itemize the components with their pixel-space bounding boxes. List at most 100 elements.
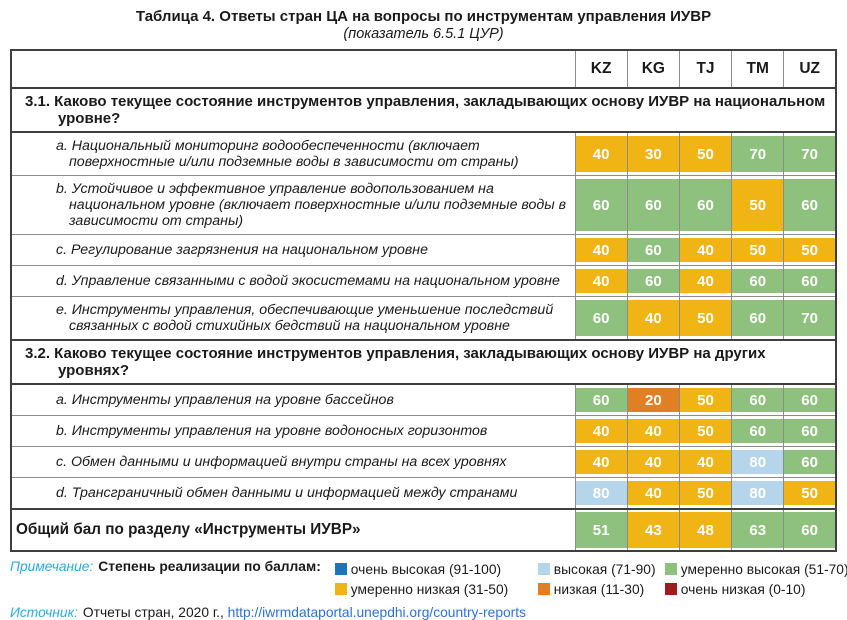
total-score-value: 60 xyxy=(784,512,835,548)
source-line: Источник: Отчеты стран, 2020 г., http://i… xyxy=(0,599,847,620)
legend-item: высокая (71-90) xyxy=(537,561,665,577)
score-value: 60 xyxy=(575,388,627,412)
score-cell: 30 xyxy=(626,131,680,176)
score-value: 60 xyxy=(627,179,679,231)
score-cell: 60 xyxy=(783,175,837,235)
source-link[interactable]: http://iwrmdataportal.unepdhi.org/countr… xyxy=(227,605,526,620)
data-row-3-2-d: d. Трансграничный обмен данными и информ… xyxy=(10,477,837,510)
row-label: a. Инструменты управления на уровне басс… xyxy=(10,383,576,416)
score-value: 60 xyxy=(732,419,784,443)
score-value: 60 xyxy=(627,238,679,262)
legend-swatch-very-high xyxy=(334,563,347,575)
score-value: 40 xyxy=(575,136,627,172)
score-value: 40 xyxy=(679,450,732,474)
score-value: 50 xyxy=(732,179,784,231)
score-value: 40 xyxy=(679,269,732,293)
score-value: 50 xyxy=(679,136,732,172)
score-value: 60 xyxy=(679,179,732,231)
note-prefix: Примечание: xyxy=(10,559,94,574)
score-value: 70 xyxy=(732,136,784,172)
total-score-value: 43 xyxy=(627,512,679,548)
question-3-1-text: 3.1. Каково текущее состояние инструмент… xyxy=(10,87,837,133)
data-row-3-2-b: b. Инструменты управления на уровне водо… xyxy=(10,415,837,447)
score-value: 60 xyxy=(732,300,784,336)
score-value: 40 xyxy=(627,419,679,443)
total-row: Общий бал по разделу «Инструменты ИУВР» … xyxy=(10,508,837,552)
score-cell: 60 xyxy=(783,446,837,478)
table-subtitle: (показатель 6.5.1 ЦУР) xyxy=(343,26,504,42)
row-label: b. Инструменты управления на уровне водо… xyxy=(10,415,576,447)
score-cell: 80 xyxy=(731,477,785,510)
score-cell: 50 xyxy=(731,175,785,235)
legend-label: высокая (71-90) xyxy=(553,561,656,577)
score-value: 60 xyxy=(627,269,679,293)
data-row-3-1-b: b. Устойчивое и эффективное управление в… xyxy=(10,175,837,235)
data-row-3-2-c: c. Обмен данными и информацией внутри ст… xyxy=(10,446,837,478)
score-value: 60 xyxy=(732,269,784,293)
question-row-3-2: 3.2. Каково текущее состояние инструмент… xyxy=(10,339,837,385)
legend: очень высокая (91-100) высокая (71-90) у… xyxy=(334,559,847,599)
score-cell: 60 xyxy=(574,175,628,235)
data-row-3-1-d: d. Управление связанными с водой экосист… xyxy=(10,265,837,297)
legend-label: низкая (11-30) xyxy=(553,581,645,597)
score-value: 40 xyxy=(575,269,627,293)
legend-item: низкая (11-30) xyxy=(537,581,665,597)
header-empty-cell xyxy=(10,49,576,89)
score-cell: 60 xyxy=(626,175,680,235)
legend-item: очень низкая (0-10) xyxy=(664,581,847,597)
score-value: 50 xyxy=(784,481,835,505)
score-cell: 60 xyxy=(783,415,837,447)
score-value: 50 xyxy=(679,300,732,336)
table-caption: Таблица 4. Ответы стран ЦА на вопросы по… xyxy=(0,0,847,43)
score-value: 80 xyxy=(732,481,784,505)
score-value: 60 xyxy=(732,388,784,412)
score-cell: 50 xyxy=(678,131,733,176)
score-cell: 60 xyxy=(574,296,628,341)
data-row-3-1-c: c. Регулирование загрязнения на национал… xyxy=(10,234,837,266)
column-header-kg: KG xyxy=(626,49,680,89)
total-score-cell: 63 xyxy=(731,508,785,552)
table-title: Таблица 4. Ответы стран ЦА на вопросы по… xyxy=(135,8,712,25)
iwrm-answers-table: KZ KG TJ TM UZ 3.1. Каково текущее состо… xyxy=(10,49,837,552)
score-value: 40 xyxy=(575,450,627,474)
question-row-3-1: 3.1. Каково текущее состояние инструмент… xyxy=(10,87,837,133)
score-cell: 60 xyxy=(731,383,785,416)
score-value: 40 xyxy=(679,238,732,262)
score-cell: 40 xyxy=(574,415,628,447)
legend-swatch-high xyxy=(537,563,550,575)
legend-item: умеренно высокая (51-70) xyxy=(664,562,847,577)
total-score-cell: 60 xyxy=(783,508,837,552)
score-cell: 60 xyxy=(731,296,785,341)
legend-item: умеренно низкая (31-50) xyxy=(334,581,538,597)
score-cell: 40 xyxy=(626,415,680,447)
score-value: 60 xyxy=(784,179,835,231)
legend-swatch-low xyxy=(537,583,550,595)
legend-label: очень низкая (0-10) xyxy=(680,581,806,597)
row-label: c. Регулирование загрязнения на национал… xyxy=(10,234,576,266)
score-value: 60 xyxy=(575,179,627,231)
source-prefix: Источник: xyxy=(10,605,78,620)
legend-swatch-very-low xyxy=(664,583,677,595)
score-cell: 80 xyxy=(731,446,785,478)
score-value: 50 xyxy=(784,238,835,262)
score-cell: 50 xyxy=(783,234,837,266)
legend-label: умеренно низкая (31-50) xyxy=(350,581,509,597)
score-cell: 60 xyxy=(783,265,837,297)
score-value: 40 xyxy=(627,300,679,336)
total-score-value: 51 xyxy=(575,512,627,548)
score-cell: 50 xyxy=(731,234,785,266)
data-row-3-1-e: e. Инструменты управления, обеспечивающи… xyxy=(10,296,837,341)
total-score-cell: 48 xyxy=(678,508,733,552)
total-label: Общий бал по разделу «Инструменты ИУВР» xyxy=(10,508,576,552)
score-cell: 60 xyxy=(731,265,785,297)
score-cell: 40 xyxy=(574,265,628,297)
data-row-3-1-a: a. Национальный мониторинг водообеспечен… xyxy=(10,131,837,176)
score-value: 80 xyxy=(575,481,627,505)
legend-item: очень высокая (91-100) xyxy=(334,562,538,577)
score-cell: 40 xyxy=(626,296,680,341)
legend-swatch-mod-low xyxy=(334,583,347,595)
score-cell: 50 xyxy=(678,415,733,447)
score-cell: 40 xyxy=(626,477,680,510)
row-label: b. Устойчивое и эффективное управление в… xyxy=(10,175,576,235)
score-cell: 50 xyxy=(783,477,837,510)
